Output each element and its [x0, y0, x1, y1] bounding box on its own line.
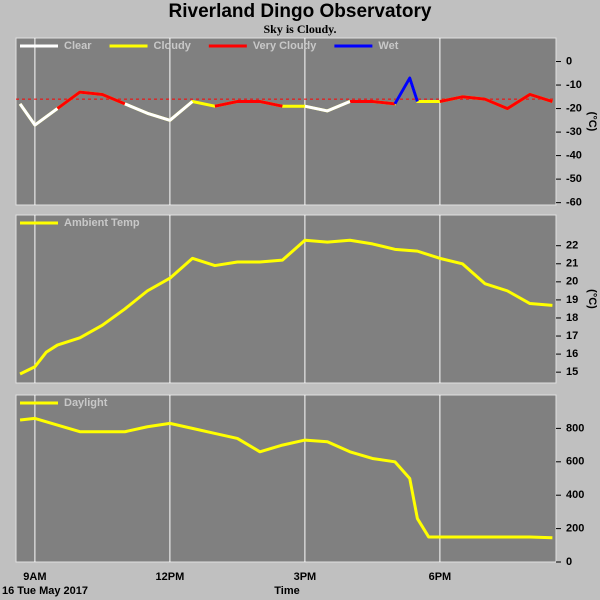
y-tick-label: 800 — [566, 422, 584, 434]
x-tick-label: 3PM — [294, 571, 317, 583]
x-tick-label: 9AM — [23, 571, 46, 583]
y-tick-label: 22 — [566, 240, 578, 252]
y-tick-label: 20 — [566, 276, 578, 288]
legend-label: Clear — [64, 40, 92, 52]
subtitle: Sky is Cloudy. — [263, 22, 336, 36]
x-axis-label: Time — [274, 585, 299, 597]
y-tick-label: -40 — [566, 150, 582, 162]
chart-title: Riverland Dingo Observatory — [169, 1, 432, 22]
x-tick-label: 12PM — [156, 571, 185, 583]
y-tick-label: -10 — [566, 79, 582, 91]
y-axis-label: (°C) — [586, 112, 598, 132]
y-tick-label: 19 — [566, 294, 578, 306]
y-tick-label: -50 — [566, 173, 582, 185]
panel — [15, 37, 557, 206]
y-axis-label: (°C) — [586, 289, 598, 309]
x-tick-label: 6PM — [429, 571, 452, 583]
y-tick-label: 200 — [566, 523, 584, 535]
data-line — [393, 76, 419, 105]
y-tick-label: 400 — [566, 489, 584, 501]
y-tick-label: 600 — [566, 456, 584, 468]
y-tick-label: 0 — [566, 556, 572, 568]
legend-label: Ambient Temp — [64, 217, 140, 229]
y-tick-label: 17 — [566, 330, 578, 342]
y-tick-label: 15 — [566, 366, 578, 378]
data-line — [18, 100, 351, 127]
y-tick-label: -20 — [566, 102, 582, 114]
legend-label: Wet — [378, 40, 398, 52]
y-tick-label: 18 — [566, 312, 578, 324]
data-line — [56, 90, 553, 111]
legend-label: Very Cloudy — [253, 40, 317, 52]
y-tick-label: 0 — [566, 55, 572, 67]
y-tick-label: 21 — [566, 258, 578, 270]
legend-label: Daylight — [64, 397, 108, 409]
date-label: 16 Tue May 2017 — [2, 585, 88, 597]
data-line — [19, 238, 553, 376]
y-tick-label: -30 — [566, 126, 582, 138]
data-line — [19, 416, 553, 540]
y-tick-label: -60 — [566, 197, 582, 209]
panel — [15, 394, 557, 563]
y-tick-label: 16 — [566, 348, 578, 360]
panel — [15, 214, 557, 384]
legend-label: Cloudy — [154, 40, 192, 52]
